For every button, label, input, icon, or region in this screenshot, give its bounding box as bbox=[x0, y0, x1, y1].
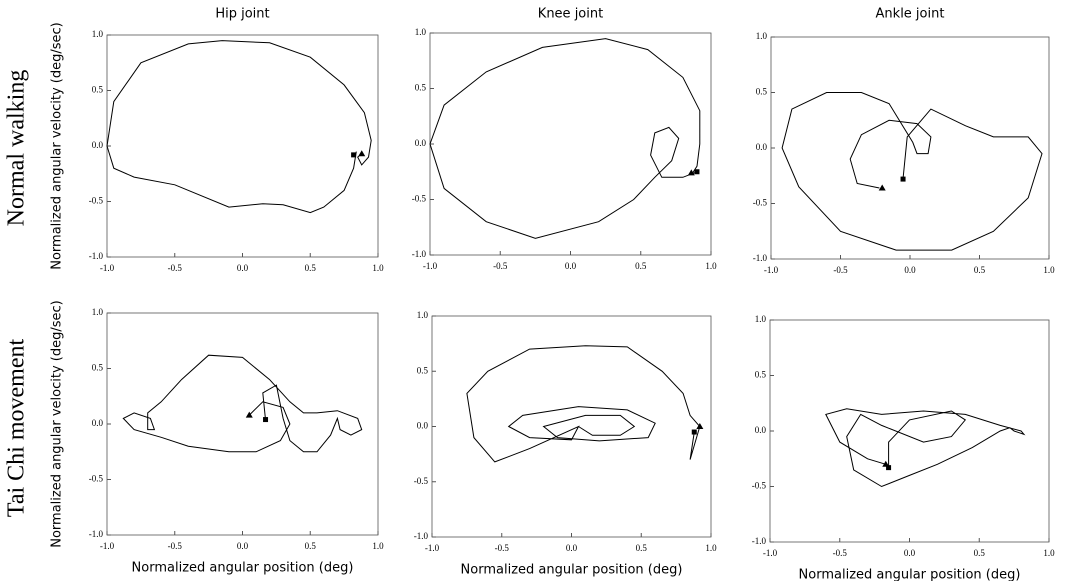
panel-title: Knee joint bbox=[538, 7, 603, 22]
end-marker bbox=[900, 176, 906, 182]
y-tick-label: 1.0 bbox=[415, 27, 427, 37]
start-marker bbox=[358, 150, 366, 157]
x-tick-label: 0.5 bbox=[305, 541, 317, 551]
end-marker bbox=[351, 152, 357, 158]
x-axis-label: Normalized angular position (deg) bbox=[799, 568, 1021, 581]
x-tick-label: 0.5 bbox=[974, 548, 986, 558]
y-tick-label: -1.0 bbox=[752, 536, 767, 546]
trajectory bbox=[429, 38, 701, 239]
x-tick-label: 1.0 bbox=[705, 543, 717, 553]
end-marker bbox=[691, 429, 697, 435]
x-tick-label: -1.0 bbox=[423, 261, 438, 271]
end-marker bbox=[694, 169, 700, 175]
x-tick-label: 0.0 bbox=[566, 543, 578, 553]
x-tick-label: 0.5 bbox=[636, 543, 648, 553]
y-tick-label: -1.0 bbox=[89, 251, 104, 261]
y-tick-label: 1.0 bbox=[92, 307, 104, 317]
trajectory bbox=[781, 92, 1043, 251]
y-tick-label: -1.0 bbox=[753, 253, 768, 263]
y-axis-label: Normalized angular velocity (deg/sec) bbox=[50, 22, 65, 270]
row-label: Tai Chi movement bbox=[4, 339, 30, 518]
y-tick-label: 0.0 bbox=[755, 425, 767, 435]
y-tick-label: 1.0 bbox=[92, 29, 104, 39]
y-tick-label: -0.5 bbox=[412, 194, 427, 204]
y-tick-label: 0.5 bbox=[92, 85, 104, 95]
y-tick-label: 1.0 bbox=[756, 31, 768, 41]
y-tick-label: -0.5 bbox=[89, 196, 104, 206]
y-tick-label: -0.5 bbox=[414, 476, 429, 486]
x-tick-label: -0.5 bbox=[168, 541, 183, 551]
x-tick-label: -1.0 bbox=[100, 263, 115, 273]
y-tick-label: 0.5 bbox=[415, 83, 427, 93]
x-tick-label: -1.0 bbox=[763, 548, 778, 558]
end-marker bbox=[263, 417, 269, 423]
x-tick-label: 0.5 bbox=[635, 261, 647, 271]
x-tick-label: -0.5 bbox=[495, 543, 510, 553]
y-tick-label: -1.0 bbox=[412, 249, 427, 259]
panel-title: Ankle joint bbox=[876, 7, 945, 22]
x-tick-label: 1.0 bbox=[372, 263, 384, 273]
x-tick-label: -1.0 bbox=[100, 541, 115, 551]
plot-frame bbox=[770, 36, 1050, 260]
row-label: Normal walking bbox=[4, 70, 30, 227]
plot-frame bbox=[769, 319, 1050, 543]
start-marker bbox=[687, 169, 695, 176]
y-tick-label: -1.0 bbox=[89, 529, 104, 539]
y-tick-label: -0.5 bbox=[753, 198, 768, 208]
start-marker bbox=[245, 411, 253, 418]
x-tick-label: 1.0 bbox=[1043, 548, 1055, 558]
x-axis-label: Normalized angular position (deg) bbox=[461, 563, 683, 578]
x-tick-label: 0.0 bbox=[237, 263, 249, 273]
x-tick-label: -0.5 bbox=[833, 265, 848, 275]
y-tick-label: 0.5 bbox=[756, 87, 768, 97]
y-tick-label: 0.0 bbox=[92, 140, 104, 150]
x-tick-label: 1.0 bbox=[705, 261, 717, 271]
y-tick-label: 0.0 bbox=[756, 142, 768, 152]
y-axis-label: Normalized angular velocity (deg/sec) bbox=[50, 300, 65, 548]
y-tick-label: 1.0 bbox=[417, 310, 429, 320]
start-marker bbox=[878, 184, 886, 191]
trajectory bbox=[825, 408, 1026, 488]
x-tick-label: 0.0 bbox=[237, 541, 249, 551]
trajectory bbox=[106, 40, 372, 214]
x-tick-label: 0.0 bbox=[565, 261, 577, 271]
y-tick-label: 0.5 bbox=[755, 370, 767, 380]
y-tick-label: 1.0 bbox=[755, 314, 767, 324]
x-tick-label: 0.5 bbox=[305, 263, 317, 273]
plot-frame bbox=[431, 315, 712, 538]
y-tick-label: -0.5 bbox=[752, 481, 767, 491]
x-axis-label: Normalized angular position (deg) bbox=[132, 561, 354, 576]
y-tick-label: 0.5 bbox=[417, 365, 429, 375]
x-tick-label: -0.5 bbox=[493, 261, 508, 271]
panel-title: Hip joint bbox=[215, 7, 269, 22]
x-tick-label: -0.5 bbox=[168, 263, 183, 273]
x-tick-label: 1.0 bbox=[1043, 265, 1055, 275]
start-marker bbox=[696, 423, 704, 429]
x-tick-label: 1.0 bbox=[372, 541, 384, 551]
x-tick-label: -1.0 bbox=[764, 265, 779, 275]
x-tick-label: 0.5 bbox=[974, 265, 986, 275]
y-tick-label: -1.0 bbox=[414, 531, 429, 541]
trajectory bbox=[466, 345, 701, 463]
x-tick-label: -0.5 bbox=[833, 548, 848, 558]
y-tick-label: 0.5 bbox=[92, 363, 104, 373]
y-tick-label: 0.0 bbox=[92, 418, 104, 428]
y-tick-label: -0.5 bbox=[89, 474, 104, 484]
x-tick-label: 0.0 bbox=[904, 265, 916, 275]
y-tick-label: 0.0 bbox=[417, 421, 429, 431]
x-tick-label: -1.0 bbox=[425, 543, 440, 553]
plot-frame bbox=[106, 34, 379, 258]
trajectory bbox=[122, 354, 363, 453]
end-marker bbox=[886, 465, 892, 471]
y-tick-label: 0.0 bbox=[415, 138, 427, 148]
x-tick-label: 0.0 bbox=[904, 548, 916, 558]
